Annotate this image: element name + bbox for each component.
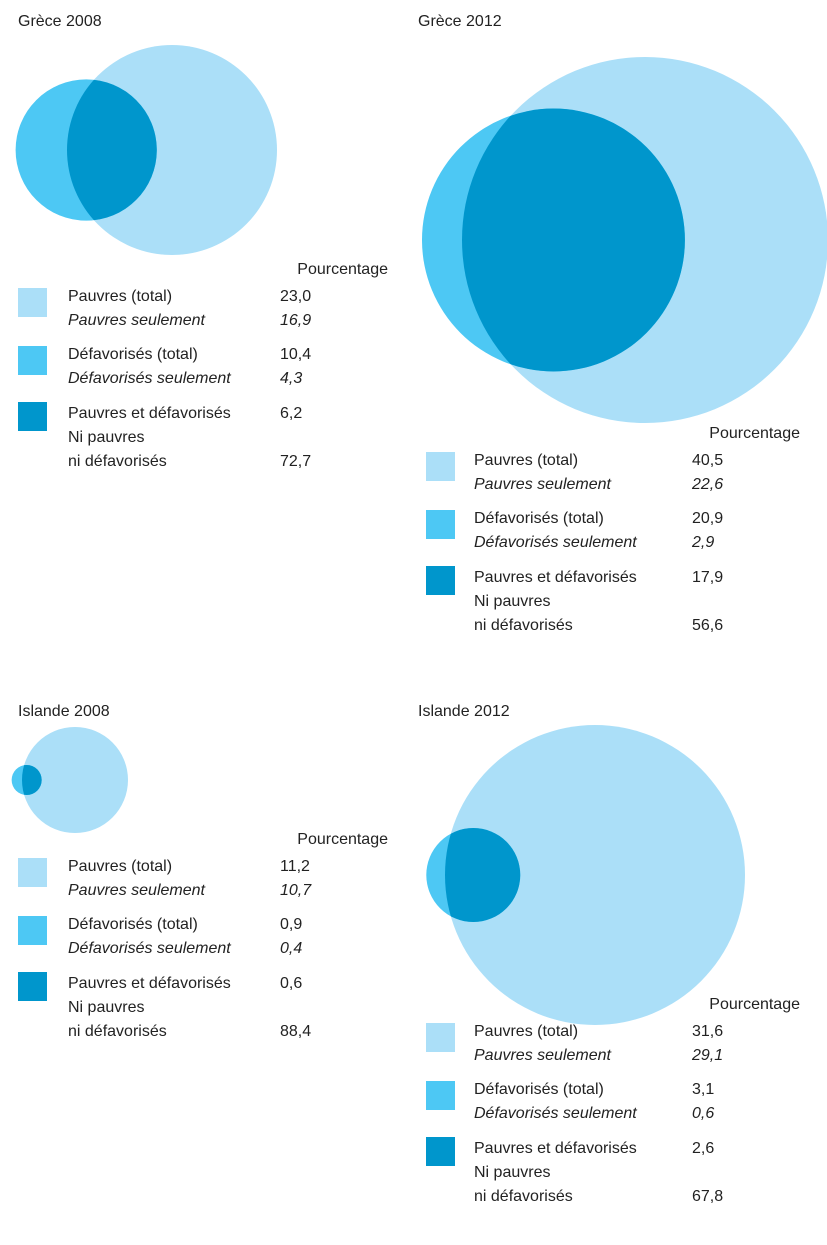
value-label: 0,9 — [280, 916, 302, 933]
legend-label: Pauvres seulement — [474, 1047, 612, 1064]
legend-swatch — [426, 452, 455, 481]
value-label: 23,0 — [280, 288, 311, 305]
overlap — [462, 108, 685, 372]
legend-label: Défavorisés (total) — [68, 916, 198, 933]
legend-label: Défavorisés (total) — [474, 510, 604, 527]
value-label: 0,6 — [692, 1105, 714, 1122]
value-label: 10,7 — [280, 882, 312, 899]
value-label: 56,6 — [692, 617, 723, 634]
value-label: 3,1 — [692, 1081, 714, 1098]
legend-swatch — [426, 566, 455, 595]
legend-label: Ni pauvres ni défavorisés — [474, 593, 573, 634]
legend-swatch — [18, 916, 47, 945]
legend-label: Pauvres et défavorisés — [68, 975, 231, 992]
legend-label: Pauvres et défavorisés — [474, 569, 637, 586]
legend-label: Défavorisés (total) — [68, 346, 198, 363]
legend-swatch — [18, 858, 47, 887]
legend-label: Défavorisés seulement — [68, 370, 231, 387]
value-label: 0,4 — [280, 940, 302, 957]
value-label: 72,7 — [280, 453, 311, 470]
overlap — [445, 828, 521, 922]
venn — [11, 727, 128, 833]
legend-label: Pauvres et défavorisés — [474, 1140, 637, 1157]
venn — [426, 725, 745, 1025]
value-label: 4,3 — [280, 370, 302, 387]
legend-label: Défavorisés seulement — [474, 534, 637, 551]
value-label: 16,9 — [280, 312, 311, 329]
value-label: 6,2 — [280, 405, 302, 422]
value-heading: Pourcentage — [297, 261, 388, 278]
legend-label: Pauvres (total) — [68, 858, 172, 875]
value-label: 88,4 — [280, 1023, 311, 1040]
value-label: 17,9 — [692, 569, 723, 586]
venn — [15, 45, 277, 255]
value-heading: Pourcentage — [297, 831, 388, 848]
overlap — [22, 764, 42, 796]
value-label: 29,1 — [691, 1047, 723, 1064]
poor-circle — [22, 727, 128, 833]
legend-label: Ni pauvres ni défavorisés — [68, 429, 167, 470]
venn — [421, 57, 827, 423]
value-label: 2,9 — [691, 534, 714, 551]
legend-label: Pauvres (total) — [68, 288, 172, 305]
value-heading: Pourcentage — [709, 996, 800, 1013]
legend-label: Pauvres (total) — [474, 452, 578, 469]
value-label: 67,8 — [692, 1188, 723, 1205]
legend-swatch — [426, 1137, 455, 1166]
legend-label: Pauvres seulement — [68, 882, 206, 899]
legend-swatch — [18, 288, 47, 317]
value-label: 2,6 — [692, 1140, 714, 1157]
legend-swatch — [426, 1081, 455, 1110]
legend-label: Ni pauvres ni défavorisés — [68, 999, 167, 1040]
legend-label: Pauvres seulement — [474, 476, 612, 493]
legend-label: Ni pauvres ni défavorisés — [474, 1164, 573, 1205]
value-label: 22,6 — [691, 476, 723, 493]
value-heading: Pourcentage — [709, 425, 800, 442]
legend-swatch — [18, 346, 47, 375]
chart-title: Islande 2012 — [418, 703, 510, 720]
value-label: 31,6 — [692, 1023, 723, 1040]
value-label: 11,2 — [280, 858, 310, 875]
poor-circle — [445, 725, 745, 1025]
legend-swatch — [426, 1023, 455, 1052]
legend-swatch — [18, 972, 47, 1001]
overlap — [67, 79, 157, 221]
legend-swatch — [18, 402, 47, 431]
legend-label: Défavorisés seulement — [68, 940, 231, 957]
chart-title: Islande 2008 — [18, 703, 110, 720]
legend-label: Pauvres seulement — [68, 312, 206, 329]
legend-label: Défavorisés (total) — [474, 1081, 604, 1098]
legend-label: Pauvres (total) — [474, 1023, 578, 1040]
value-label: 10,4 — [280, 346, 311, 363]
legend-label: Pauvres et défavorisés — [68, 405, 231, 422]
legend-swatch — [426, 510, 455, 539]
value-label: 20,9 — [692, 510, 723, 527]
value-label: 0,6 — [280, 975, 302, 992]
legend-label: Défavorisés seulement — [474, 1105, 637, 1122]
value-label: 40,5 — [692, 452, 723, 469]
chart-title: Grèce 2008 — [18, 13, 102, 30]
chart-title: Grèce 2012 — [418, 13, 502, 30]
